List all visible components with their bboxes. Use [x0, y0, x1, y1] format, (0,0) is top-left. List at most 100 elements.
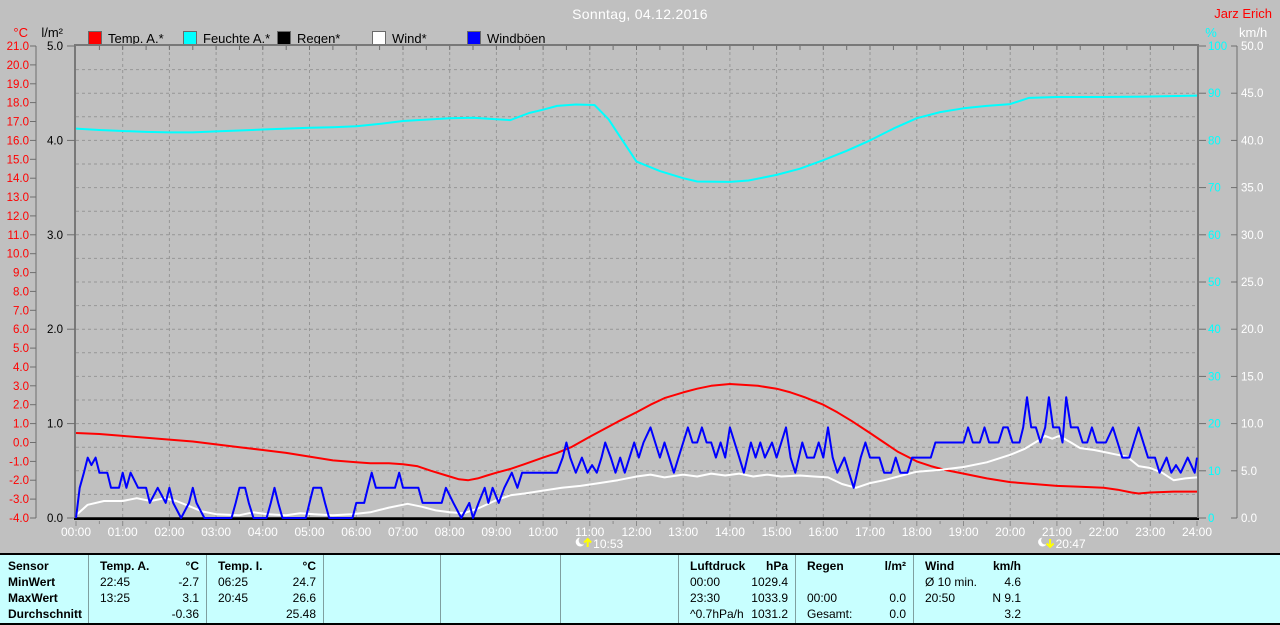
temp-tick-label: 1.0: [13, 419, 29, 431]
humidity-tick-label: 30: [1208, 371, 1221, 383]
x-tick-label: 01:00: [108, 525, 138, 539]
table-column-tempa: Temp. A. °C 22:45 -2.7 13:25 3.1 -0.36: [88, 555, 206, 623]
x-tick-label: 24:00: [1182, 525, 1212, 539]
cell-time: [561, 606, 572, 622]
x-tick-label: 07:00: [388, 525, 418, 539]
column-header: Regen l/m²: [796, 558, 913, 574]
cell-time: 00:00: [807, 591, 838, 605]
cell-value: [553, 606, 560, 622]
page-title: Sonntag, 04.12.2016: [572, 6, 708, 22]
table-cell: ^0.7hPa/h 1031.2: [679, 606, 795, 622]
x-tick-label: 22:00: [1089, 525, 1119, 539]
cell-time: [441, 590, 452, 606]
cell-value: 25.48: [285, 607, 316, 621]
temp-tick-label: 8.0: [13, 286, 29, 298]
temp-tick-label: 17.0: [7, 117, 29, 129]
series-wind: [75, 434, 1198, 517]
cell-time: [561, 574, 572, 590]
table-cell: 25.48: [207, 606, 323, 622]
table-column-empty: [560, 555, 678, 623]
moonset-time-label: 20:47: [1056, 537, 1086, 551]
series-feuchtea: [75, 94, 1198, 183]
table-cell: [324, 590, 440, 606]
humidity-tick-label: 20: [1208, 419, 1221, 431]
x-tick-label: 17:00: [855, 525, 885, 539]
cell-time: 20:50: [925, 591, 956, 605]
row-label: Sensor: [8, 559, 49, 573]
cell-time: 20:45: [218, 591, 249, 605]
cell-value: 1033.9: [751, 591, 788, 605]
table-cell: [561, 590, 678, 606]
x-tick-label: 05:00: [294, 525, 324, 539]
cell-time: [324, 606, 335, 622]
series-tempa: [75, 383, 1197, 495]
x-tick-label: 03:00: [201, 525, 231, 539]
x-tick-label: 02:00: [154, 525, 184, 539]
watermark-author: Jarz Erich: [1214, 6, 1272, 21]
x-tick-label: 10:00: [528, 525, 558, 539]
legend-item-wind: Wind*: [372, 31, 427, 46]
cell-value: [553, 590, 560, 606]
sensor-name: [441, 558, 452, 574]
column-header: [441, 558, 560, 574]
temp-tick-label: 19.0: [7, 79, 29, 91]
windaxis-tick-label: 30.0: [1241, 230, 1263, 242]
windaxis-tick-label: 35.0: [1241, 183, 1263, 195]
left-axis-unit-celsius: °C: [13, 25, 28, 40]
legend-item-gusts: Windböen: [467, 31, 546, 46]
column-header: [561, 558, 678, 574]
cell-value: 0.0: [889, 607, 906, 621]
cell-value: [553, 574, 560, 590]
sensor-unit: [671, 558, 678, 574]
sensor-unit: °C: [185, 559, 199, 573]
table-cell: 23:30 1033.9: [679, 590, 795, 606]
x-tick-label: 09:00: [481, 525, 511, 539]
table-cell: 3.2: [914, 606, 1028, 622]
temp-tick-label: 3.0: [13, 381, 29, 393]
cell-value: 26.6: [292, 591, 316, 605]
sensor-unit: [553, 558, 560, 574]
temp-tick-label: 15.0: [7, 154, 29, 166]
x-tick-label: 14:00: [715, 525, 745, 539]
rain-tick-label: 2.0: [47, 324, 63, 336]
temp-tick-label: 14.0: [7, 173, 29, 185]
table-filler: [1028, 555, 1280, 623]
temp-tick-label: 16.0: [7, 135, 29, 147]
moonrise-time-label: 10:53: [593, 537, 623, 551]
windaxis-tick-label: 15.0: [1241, 371, 1263, 383]
row-label: MaxWert: [8, 591, 58, 605]
sensor-name: Temp. I.: [218, 559, 263, 573]
cell-value: 4.6: [1004, 575, 1021, 589]
temp-tick-label: 18.0: [7, 98, 29, 110]
temp-tick-label: 7.0: [13, 305, 29, 317]
sensor-unit: [433, 558, 440, 574]
moonrise-marker-icon: [575, 536, 592, 547]
x-tick-label: 12:00: [621, 525, 651, 539]
cell-time: [207, 606, 218, 622]
x-tick-label: 18:00: [902, 525, 932, 539]
temp-tick-label: 9.0: [13, 268, 29, 280]
humidity-tick-label: 60: [1208, 230, 1221, 242]
cell-value: -0.36: [171, 607, 199, 621]
sensor-unit: hPa: [765, 559, 788, 573]
temp-tick-label: -4.0: [9, 513, 29, 525]
x-tick-label: 04:00: [248, 525, 278, 539]
table-column-empty: [323, 555, 440, 623]
cell-time: [561, 590, 572, 606]
chart-legend: Temp. A.* Feuchte A.* Regen* Wind* Windb…: [0, 0, 1280, 46]
table-cell: Ø 10 min. 4.6: [914, 574, 1028, 590]
legend-label: Feuchte A.*: [203, 30, 271, 46]
table-cell: [441, 574, 560, 590]
windaxis-tick-label: 25.0: [1241, 277, 1263, 289]
table-cell: 00:00 0.0: [796, 590, 913, 606]
cell-time: Gesamt:: [807, 607, 853, 621]
table-cell: [441, 590, 560, 606]
rain-tick-label: 4.0: [47, 135, 63, 147]
cell-time: [324, 590, 335, 606]
table-cell: [324, 606, 440, 622]
sensor-name: Regen: [807, 559, 844, 573]
rain-tick-label: 5.0: [47, 41, 63, 53]
moonset-marker-icon: [1038, 536, 1055, 549]
x-tick-label: 21:00: [1042, 525, 1072, 539]
